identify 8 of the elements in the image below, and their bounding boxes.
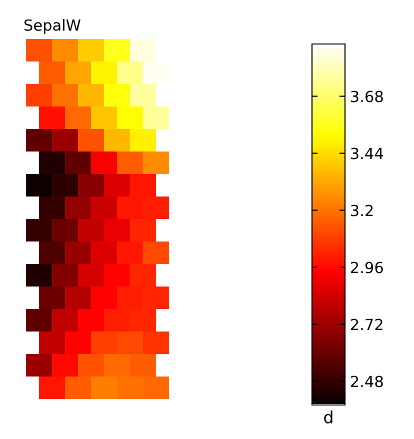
color-bar-label: 3.44 bbox=[351, 148, 384, 160]
chart-title: SepalW bbox=[24, 19, 80, 34]
color-bar-label: 3.68 bbox=[351, 90, 383, 102]
color-bar-label: 3.2 bbox=[351, 204, 373, 216]
color-bar-title: d bbox=[324, 410, 332, 424]
color-bar-label: 2.72 bbox=[350, 318, 382, 330]
color-bar-label: 2.48 bbox=[350, 376, 383, 388]
color-bar-label: 2.96 bbox=[350, 262, 383, 274]
